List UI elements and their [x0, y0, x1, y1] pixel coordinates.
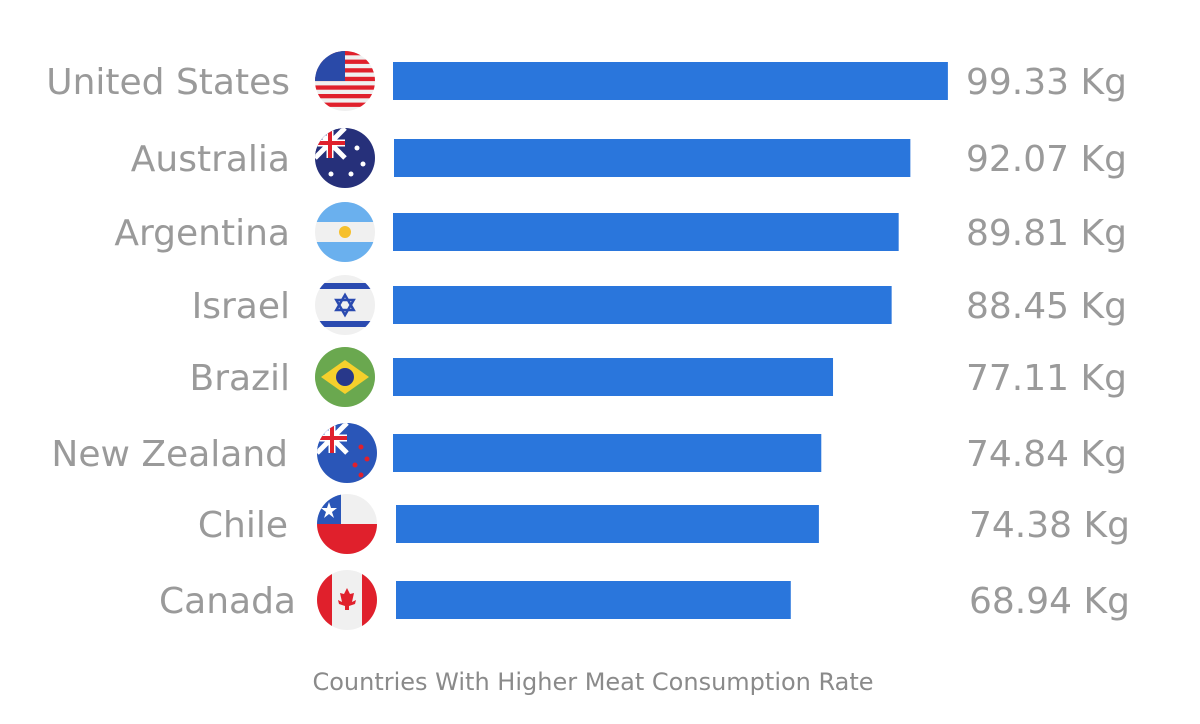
canada-flag-icon: [317, 570, 377, 630]
bar: [396, 581, 791, 619]
category-label: Australia: [131, 139, 290, 180]
bar: [396, 505, 819, 543]
australia-flag-icon: [315, 128, 375, 188]
bar: [393, 434, 822, 472]
bar: [393, 358, 834, 396]
value-label: 99.33 Kg: [966, 62, 1127, 103]
chart-title: Countries With Higher Meat Consumption R…: [312, 668, 874, 696]
category-label: Argentina: [114, 213, 290, 254]
category-label: Brazil: [190, 358, 290, 399]
chile-flag-icon: [317, 494, 377, 554]
us-flag-icon: [315, 51, 375, 111]
israel-flag-icon: [315, 275, 375, 335]
new-zealand-flag-icon: [317, 423, 377, 483]
category-label: New Zealand: [51, 434, 288, 475]
value-label: 74.38 Kg: [969, 505, 1130, 546]
bar: [393, 286, 892, 324]
value-label: 89.81 Kg: [966, 213, 1127, 254]
category-label: United States: [46, 62, 290, 103]
value-label: 88.45 Kg: [966, 286, 1127, 327]
category-label: Israel: [192, 286, 290, 327]
bar: [393, 213, 899, 251]
category-label: Canada: [159, 581, 296, 622]
bar: [394, 139, 911, 177]
value-label: 74.84 Kg: [966, 434, 1127, 475]
value-label: 77.11 Kg: [966, 358, 1127, 399]
value-label: 92.07 Kg: [966, 139, 1127, 180]
category-label: Chile: [198, 505, 288, 546]
argentina-flag-icon: [315, 202, 375, 262]
bar: [393, 62, 948, 100]
brazil-flag-icon: [315, 347, 375, 407]
value-label: 68.94 Kg: [969, 581, 1130, 622]
